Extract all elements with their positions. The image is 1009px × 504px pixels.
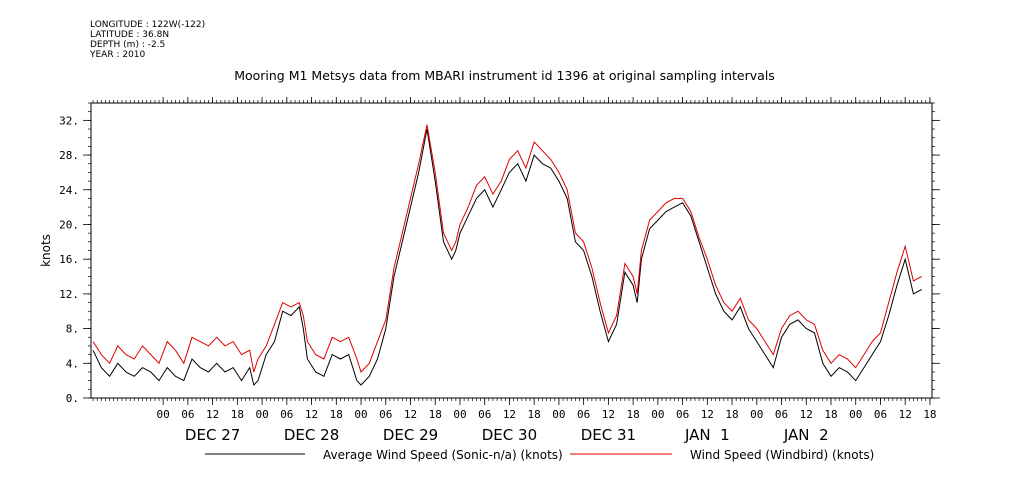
x-tick-label: 06 (874, 408, 887, 421)
x-tick-label: 12 (899, 408, 912, 421)
x-tick-label: 12 (206, 408, 219, 421)
x-day-label: JAN 1 (684, 426, 730, 444)
x-tick-label: 18 (626, 408, 639, 421)
y-tick-label: 12. (59, 288, 79, 301)
x-day-label: JAN 2 (783, 426, 829, 444)
longitude-label: LONGITUDE : 122W(-122) (90, 20, 206, 30)
x-tick-label: 12 (800, 408, 813, 421)
y-tick-label: 16. (59, 253, 79, 266)
legend-label-sonic: Average Wind Speed (Sonic-n/a) (knots) (323, 448, 563, 462)
x-tick-label: 12 (404, 408, 417, 421)
latitude-label: LATITUDE : 36.8N (90, 30, 170, 40)
x-day-label: DEC 29 (383, 426, 438, 444)
x-tick-label: 18 (528, 408, 541, 421)
x-tick-label: 00 (453, 408, 466, 421)
x-tick-label: 06 (775, 408, 788, 421)
x-day-label: DEC 30 (482, 426, 537, 444)
plot-frame (90, 102, 933, 399)
legend: Average Wind Speed (Sonic-n/a) (knots) W… (205, 448, 874, 462)
x-tick-label: 00 (255, 408, 268, 421)
metadata-block: LONGITUDE : 122W(-122) LATITUDE : 36.8N … (90, 20, 205, 60)
y-axis-label: knots (39, 234, 53, 267)
x-tick-label: 00 (651, 408, 664, 421)
x-tick-label: 06 (379, 408, 392, 421)
x-tick-label: 18 (330, 408, 343, 421)
legend-label-windbird: Wind Speed (Windbird) (knots) (690, 448, 874, 462)
x-tick-label: 18 (231, 408, 244, 421)
x-tick-label: 06 (577, 408, 590, 421)
series-line-windbird (92, 124, 922, 373)
x-tick-label: 00 (552, 408, 565, 421)
y-tick-label: 32. (59, 114, 79, 127)
axes-group: 00 06 12 18 00 06 12 18 00 06 12 18 00 06 12 18 00 06 12 18… (59, 97, 940, 444)
x-tick-label: 06 (478, 408, 491, 421)
y-tick-label: 28. (59, 149, 79, 162)
x-tick-label: 00 (750, 408, 763, 421)
x-tick-label: 12 (701, 408, 714, 421)
y-tick-label: 20. (59, 218, 79, 231)
year-label: YEAR : 2010 (90, 50, 146, 60)
series-group (92, 124, 922, 387)
y-tick-label: 4. (66, 357, 79, 370)
y-tick-label: 0. (66, 392, 79, 405)
x-tick-label: 06 (280, 408, 293, 421)
x-tick-label: 12 (602, 408, 615, 421)
y-tick-label: 24. (59, 184, 79, 197)
y-tick-label: 8. (66, 323, 79, 336)
x-tick-label: 18 (429, 408, 442, 421)
x-tick-label: 00 (157, 408, 170, 421)
x-tick-label: 06 (676, 408, 689, 421)
x-tick-label: 00 (849, 408, 862, 421)
series-line-sonic (92, 128, 922, 387)
x-day-label: DEC 28 (284, 426, 339, 444)
x-tick-label: 12 (305, 408, 318, 421)
x-tick-label: 12 (503, 408, 516, 421)
x-day-label: DEC 31 (581, 426, 636, 444)
depth-label: DEPTH (m) : -2.5 (90, 40, 166, 50)
x-day-label: DEC 27 (185, 426, 240, 444)
x-tick-label: 00 (354, 408, 367, 421)
x-tick-label: 18 (923, 408, 936, 421)
x-tick-label: 06 (181, 408, 194, 421)
x-tick-label: 18 (725, 408, 738, 421)
chart-title: Mooring M1 Metsys data from MBARI instru… (234, 68, 775, 83)
x-tick-label: 18 (824, 408, 837, 421)
